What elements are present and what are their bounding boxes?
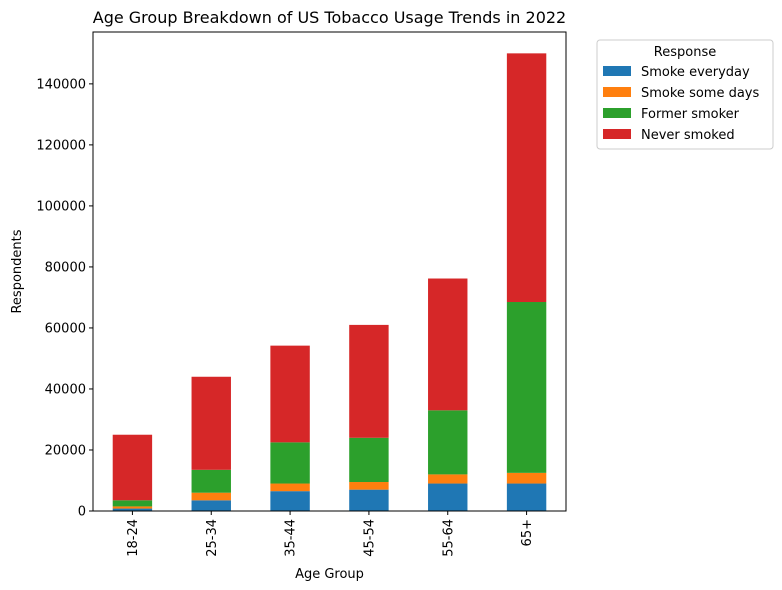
bar-25-34-never-smoked — [191, 376, 231, 470]
x-axis: 18-24 25-34 35-44 45-54 55-64 65+ — [126, 511, 535, 557]
legend-label: Former smoker — [641, 107, 740, 122]
bar-18-24-former-smoker — [112, 500, 153, 507]
y-tick-label: 0 — [78, 505, 86, 520]
legend-title: Response — [654, 45, 716, 60]
x-tick-label: 45-54 — [362, 519, 377, 557]
bar-65+-smoke-everyday — [506, 483, 547, 511]
y-tick-label: 40000 — [45, 382, 86, 397]
y-axis-title: Respondents — [10, 229, 25, 313]
legend-swatch — [603, 66, 631, 76]
legend-label: Never smoked — [641, 128, 735, 143]
bar-35-44-smoke-everyday — [270, 491, 310, 511]
bar-55-64-former-smoker — [428, 410, 468, 475]
bar-55-64-smoke-some-days — [428, 474, 468, 484]
bar-18-24-smoke-some-days — [112, 506, 153, 509]
x-tick-label: 25-34 — [205, 519, 220, 557]
legend-swatch — [603, 108, 631, 118]
bar-55-64-smoke-everyday — [428, 483, 468, 511]
legend-swatch — [603, 129, 631, 139]
x-tick-label: 65+ — [520, 519, 535, 546]
bar-25-34-smoke-everyday — [191, 500, 231, 511]
legend-label: Smoke everyday — [641, 65, 750, 80]
bar-65+-former-smoker — [506, 302, 547, 473]
legend: Response Smoke everyday Smoke some days Fo… — [596, 39, 774, 150]
bars-layer — [112, 53, 547, 511]
bar-45-54-smoke-everyday — [349, 489, 389, 511]
bar-65+-smoke-some-days — [506, 472, 547, 484]
bar-18-24-smoke-everyday — [112, 508, 153, 511]
bar-35-44-former-smoker — [270, 442, 310, 484]
plot-frame — [92, 31, 567, 512]
y-tick-label: 120000 — [36, 138, 86, 153]
y-tick-label: 100000 — [36, 199, 86, 214]
chart-title: Age Group Breakdown of US Tobacco Usage … — [93, 8, 566, 27]
x-tick-label: 55-64 — [441, 519, 456, 557]
bar-25-34-former-smoker — [191, 469, 231, 493]
bar-18-24-never-smoked — [112, 434, 153, 501]
y-tick-label: 60000 — [45, 321, 86, 336]
bar-45-54-smoke-some-days — [349, 482, 389, 490]
y-tick-label: 20000 — [45, 443, 86, 458]
bar-45-54-former-smoker — [349, 437, 389, 483]
bar-55-64-never-smoked — [428, 278, 468, 411]
y-tick-label: 140000 — [36, 77, 86, 92]
bar-45-54-never-smoked — [349, 324, 389, 438]
x-axis-title: Age Group — [295, 567, 364, 582]
bar-35-44-smoke-some-days — [270, 483, 310, 492]
legend-swatch — [603, 87, 631, 97]
y-tick-label: 80000 — [45, 260, 86, 275]
x-tick-label: 18-24 — [126, 519, 141, 557]
y-axis: 0 20000 40000 60000 80000 100000 120000 140000 — [36, 77, 93, 520]
legend-items: Smoke everyday Smoke some days Former smok… — [603, 65, 759, 143]
bar-25-34-smoke-some-days — [191, 492, 231, 501]
x-tick-label: 35-44 — [284, 519, 299, 557]
bar-65+-never-smoked — [506, 53, 547, 303]
legend-frame — [596, 39, 774, 150]
bar-35-44-never-smoked — [270, 345, 310, 443]
legend-label: Smoke some days — [641, 86, 759, 101]
